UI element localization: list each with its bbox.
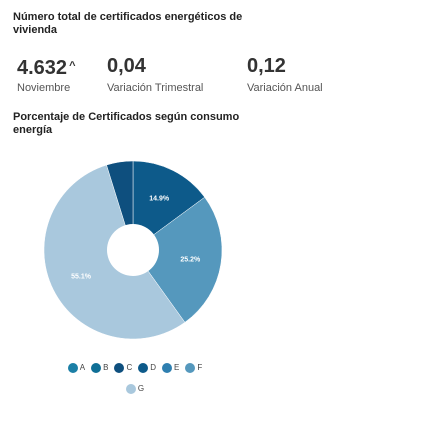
kpi-annual-label: Variación Anual xyxy=(247,82,323,94)
chart-title: Porcentaje de Certificados según consumo… xyxy=(13,111,240,136)
legend-item-a[interactable]: A xyxy=(67,362,86,374)
legend-item-b[interactable]: B xyxy=(91,362,108,374)
legend-label: G xyxy=(137,384,145,393)
legend-item-g[interactable]: G xyxy=(125,383,145,395)
legend-item-f[interactable]: F xyxy=(185,362,202,374)
pie-slice-d[interactable] xyxy=(132,160,206,251)
trend-up-icon: ^ xyxy=(69,60,76,72)
legend-item-c[interactable]: C xyxy=(114,362,132,374)
slice-label-g: 55.1% xyxy=(71,273,92,280)
legend-dot-icon xyxy=(67,363,78,373)
kpi-quarterly-label: Variación Trimestral xyxy=(107,82,204,94)
legend-dot-icon xyxy=(185,363,196,373)
legend-label: F xyxy=(197,363,203,372)
legend-dot-icon xyxy=(162,363,172,373)
legend-item-e[interactable]: E xyxy=(162,362,179,374)
pie-slice-f[interactable] xyxy=(132,196,223,323)
kpi-total-number: 4.632 xyxy=(17,57,68,79)
slice-label-f: 25.2% xyxy=(180,257,201,264)
legend-label: B xyxy=(103,363,109,372)
slice-label-d: 14.9% xyxy=(149,196,170,203)
legend-dot-icon xyxy=(125,384,136,394)
kpi-total-value: 4.632 ^ xyxy=(17,55,76,79)
pie-center-hole xyxy=(107,224,159,276)
chart-legend: A B C D E F xyxy=(0,362,270,374)
legend-dot-icon xyxy=(114,363,125,373)
legend-label: D xyxy=(150,363,156,372)
kpi-annual-value: 0,12 xyxy=(247,55,286,77)
kpi-total-label: Noviembre xyxy=(17,82,71,94)
legend-label: C xyxy=(126,363,133,372)
legend-label: A xyxy=(79,363,86,372)
legend-item-d[interactable]: D xyxy=(138,362,156,374)
page-title: Número total de certificados energéticos… xyxy=(13,11,243,36)
legend-label: E xyxy=(174,363,180,372)
legend-dot-icon xyxy=(138,363,149,373)
kpi-quarterly-value: 0,04 xyxy=(107,55,146,77)
legend-dot-icon xyxy=(91,363,102,373)
chart-legend-overflow: G xyxy=(0,383,270,395)
